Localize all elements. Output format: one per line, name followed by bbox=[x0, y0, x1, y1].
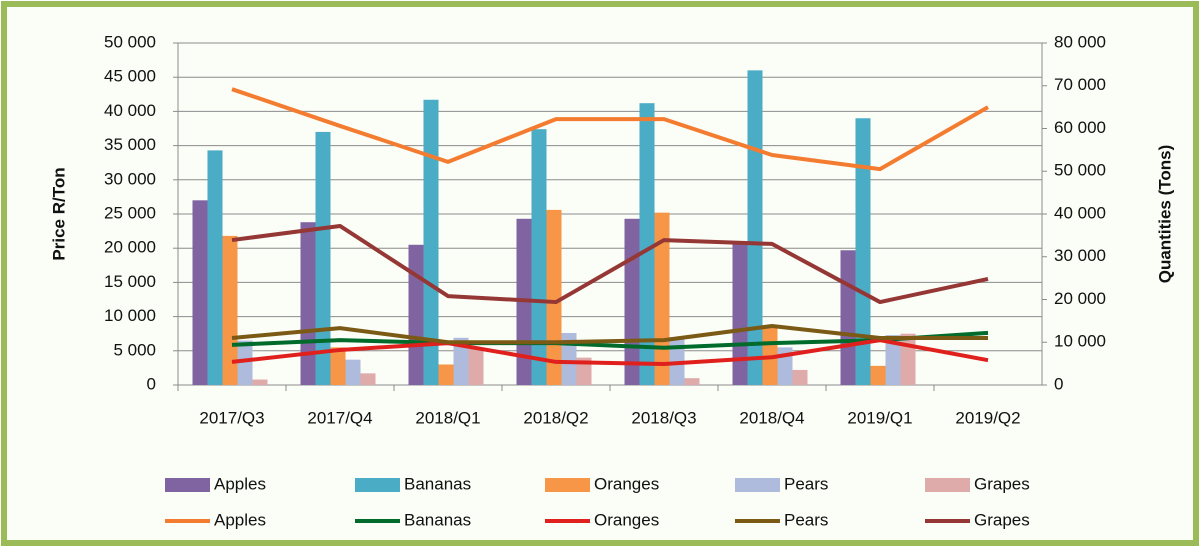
y-tick-label: 10 000 bbox=[104, 306, 156, 325]
bar bbox=[315, 131, 331, 385]
x-tick-label: 2018/Q3 bbox=[631, 408, 696, 427]
legend-swatch bbox=[925, 478, 970, 492]
bar bbox=[561, 333, 577, 385]
bar bbox=[468, 347, 484, 385]
bar bbox=[639, 103, 655, 385]
bar bbox=[531, 129, 547, 385]
bar bbox=[423, 99, 439, 385]
y-tick-label: 25 000 bbox=[104, 203, 156, 222]
y-tick-label: 5 000 bbox=[113, 340, 156, 359]
y2-tick-label: 20 000 bbox=[1054, 289, 1106, 308]
bar bbox=[237, 340, 253, 385]
legend-label: Oranges bbox=[594, 474, 659, 493]
y-tick-label: 0 bbox=[147, 374, 156, 393]
y-tick-label: 40 000 bbox=[104, 101, 156, 120]
legend-label: Bananas bbox=[404, 510, 471, 529]
bar bbox=[885, 335, 901, 385]
y2-tick-label: 0 bbox=[1054, 374, 1063, 393]
y2-tick-label: 10 000 bbox=[1054, 332, 1106, 351]
legend-swatch bbox=[165, 478, 210, 492]
y2-tick-label: 60 000 bbox=[1054, 118, 1106, 137]
bar bbox=[900, 333, 916, 385]
line bbox=[231, 338, 989, 367]
x-tick-label: 2017/Q3 bbox=[199, 408, 264, 427]
legend-label: Apples bbox=[214, 510, 266, 529]
bar bbox=[360, 373, 376, 385]
y-axis-title: Price R/Ton bbox=[49, 167, 68, 260]
legend-label: Grapes bbox=[974, 474, 1030, 493]
y2-tick-label: 30 000 bbox=[1054, 246, 1106, 265]
bar bbox=[792, 369, 808, 385]
legend-label: Pears bbox=[784, 510, 828, 529]
y2-tick-label: 70 000 bbox=[1054, 75, 1106, 94]
bar bbox=[252, 379, 268, 385]
bar bbox=[345, 359, 361, 385]
legend-swatch bbox=[545, 478, 590, 492]
y-tick-label: 50 000 bbox=[104, 32, 156, 51]
bar bbox=[747, 70, 763, 386]
legend-label: Bananas bbox=[404, 474, 471, 493]
bar bbox=[207, 150, 223, 385]
bar bbox=[453, 337, 469, 385]
x-tick-label: 2017/Q4 bbox=[307, 408, 372, 427]
y2-axis-title: Quantities (Tons) bbox=[1155, 145, 1174, 284]
y-tick-label: 20 000 bbox=[104, 238, 156, 257]
bar bbox=[300, 222, 316, 385]
bar bbox=[684, 378, 700, 385]
legend-swatch bbox=[355, 478, 400, 492]
y2-tick-label: 50 000 bbox=[1054, 161, 1106, 180]
x-tick-label: 2019/Q1 bbox=[847, 408, 912, 427]
bar bbox=[408, 244, 424, 385]
x-tick-label: 2018/Q2 bbox=[523, 408, 588, 427]
y-tick-label: 30 000 bbox=[104, 169, 156, 188]
line bbox=[231, 324, 988, 345]
legend-label: Grapes bbox=[974, 510, 1030, 529]
bar bbox=[732, 241, 748, 385]
x-tick-label: 2018/Q1 bbox=[415, 408, 480, 427]
bar bbox=[330, 347, 346, 385]
x-tick-label: 2019/Q2 bbox=[955, 408, 1020, 427]
bar bbox=[855, 118, 871, 386]
line bbox=[231, 87, 989, 172]
bar bbox=[870, 365, 886, 385]
legend-label: Pears bbox=[784, 474, 828, 493]
x-tick-label: 2018/Q4 bbox=[739, 408, 804, 427]
bar bbox=[192, 200, 208, 385]
y2-tick-label: 40 000 bbox=[1054, 203, 1106, 222]
line bbox=[231, 223, 989, 305]
legend-swatch bbox=[735, 478, 780, 492]
y2-tick-label: 80 000 bbox=[1054, 32, 1106, 51]
bar bbox=[222, 235, 238, 385]
bar bbox=[624, 218, 640, 385]
y-tick-label: 35 000 bbox=[104, 135, 156, 154]
bar bbox=[840, 250, 856, 385]
legend-label: Apples bbox=[214, 474, 266, 493]
y-tick-label: 45 000 bbox=[104, 67, 156, 86]
y-tick-label: 15 000 bbox=[104, 272, 156, 291]
legend-label: Oranges bbox=[594, 510, 659, 529]
line bbox=[231, 330, 989, 350]
bar bbox=[438, 364, 454, 385]
